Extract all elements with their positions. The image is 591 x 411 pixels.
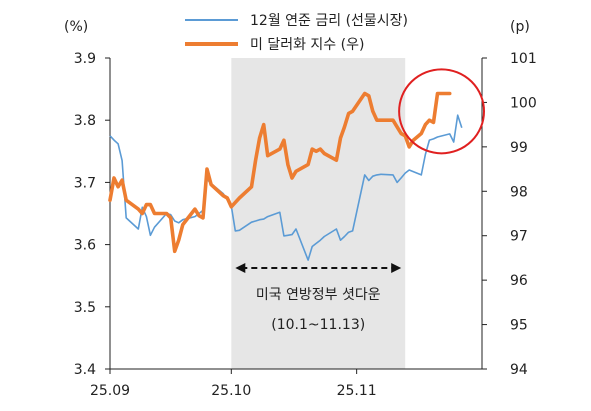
- series-dollar-line: [108, 91, 452, 254]
- left-axis-ticks: 3.4 3.5 3.6 3.7 3.8 3.9: [74, 51, 110, 378]
- shutdown-arrow: [235, 263, 402, 273]
- right-axis-unit: (p): [510, 19, 530, 35]
- x-axis-ticks: 25.09 25.10 25.11: [90, 369, 377, 399]
- right-tick-label: 100: [510, 95, 537, 111]
- axes: [109, 58, 483, 370]
- highlight-circle: [398, 68, 485, 155]
- right-tick-label: 98: [510, 184, 528, 200]
- annotation-line1: 미국 연방정부 셧다운: [256, 287, 381, 303]
- legend: 12월 연준 금리 (선물시장) 미 달러화 지수 (우): [185, 13, 408, 53]
- right-tick-label: 99: [510, 140, 528, 156]
- right-tick-label: 96: [510, 273, 528, 289]
- shutdown-shade: [231, 58, 406, 369]
- left-tick-label: 3.6: [74, 238, 96, 254]
- right-tick-label: 101: [510, 51, 537, 67]
- left-tick-label: 3.5: [74, 300, 96, 316]
- left-tick-label: 3.4: [74, 362, 96, 378]
- right-tick-label: 95: [510, 318, 528, 334]
- left-tick-label: 3.9: [74, 51, 96, 67]
- left-tick-label: 3.8: [74, 113, 96, 129]
- x-tick-label: 25.09: [90, 383, 130, 399]
- legend-rate-label: 12월 연준 금리 (선물시장): [250, 13, 408, 29]
- arrow-head-right: [391, 263, 402, 273]
- right-tick-label: 97: [510, 229, 528, 245]
- arrow-head-left: [235, 263, 246, 273]
- x-tick-label: 25.11: [337, 383, 377, 399]
- x-tick-label: 25.10: [211, 383, 251, 399]
- left-axis-unit: (%): [64, 19, 88, 35]
- annotation-line2: (10.1~11.13): [271, 317, 365, 333]
- right-axis-ticks: 94 95 96 97 98 99 100 101: [482, 51, 537, 378]
- legend-dollar-label: 미 달러화 지수 (우): [250, 37, 364, 53]
- left-tick-label: 3.7: [74, 175, 96, 191]
- right-tick-label: 94: [510, 362, 528, 378]
